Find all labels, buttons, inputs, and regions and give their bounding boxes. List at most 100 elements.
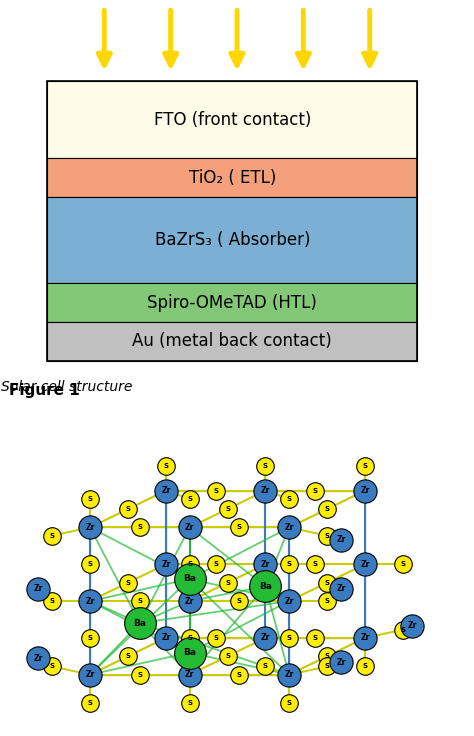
Point xyxy=(285,669,293,681)
Point xyxy=(86,632,94,644)
Text: S: S xyxy=(187,496,192,502)
Text: S: S xyxy=(363,463,367,469)
Point xyxy=(136,595,144,607)
Text: Zr: Zr xyxy=(284,670,294,679)
Point xyxy=(262,632,269,644)
Bar xyxy=(47,158,417,197)
Point xyxy=(136,522,144,534)
Text: S: S xyxy=(88,700,92,707)
Text: Zr: Zr xyxy=(360,634,370,643)
Point xyxy=(361,460,369,472)
Text: Zr: Zr xyxy=(261,486,270,495)
Point xyxy=(136,618,144,629)
Text: Zr: Zr xyxy=(33,654,43,663)
Point xyxy=(337,657,345,668)
Bar xyxy=(47,197,417,283)
Point xyxy=(86,669,94,681)
Text: Ba: Ba xyxy=(183,575,196,584)
Text: S: S xyxy=(313,635,318,641)
Text: S: S xyxy=(401,562,405,567)
Text: Zr: Zr xyxy=(337,584,346,593)
Text: S: S xyxy=(363,663,367,670)
Text: S: S xyxy=(88,562,92,567)
Point xyxy=(124,503,132,515)
Text: Zr: Zr xyxy=(284,523,294,532)
Bar xyxy=(47,283,417,322)
Point xyxy=(311,485,319,497)
Point xyxy=(323,651,331,662)
Point xyxy=(337,534,345,545)
Point xyxy=(262,581,269,592)
Text: S: S xyxy=(225,654,230,659)
Text: S: S xyxy=(325,580,329,586)
Bar xyxy=(47,81,417,158)
Point xyxy=(409,620,416,631)
Text: BaZrS₃ ( Absorber): BaZrS₃ ( Absorber) xyxy=(155,231,310,250)
Text: Zr: Zr xyxy=(161,486,171,495)
Text: S: S xyxy=(187,635,192,641)
Text: Zr: Zr xyxy=(185,597,194,606)
Text: TiO₂ ( ETL): TiO₂ ( ETL) xyxy=(189,169,276,187)
Text: Ba: Ba xyxy=(183,648,196,657)
Point xyxy=(399,559,407,570)
Point xyxy=(212,632,219,644)
Text: S: S xyxy=(237,525,242,531)
Point xyxy=(224,577,231,589)
Text: S: S xyxy=(213,488,218,494)
Point xyxy=(34,583,42,595)
Text: S: S xyxy=(287,635,292,641)
Bar xyxy=(47,81,417,361)
Point xyxy=(48,530,56,542)
Point xyxy=(285,698,293,710)
Text: S: S xyxy=(164,463,168,469)
Point xyxy=(236,669,243,681)
Text: Zr: Zr xyxy=(85,670,95,679)
Point xyxy=(323,577,331,589)
Point xyxy=(186,522,193,534)
Point xyxy=(361,661,369,673)
Text: S: S xyxy=(50,533,55,539)
Point xyxy=(285,632,293,644)
Point xyxy=(186,632,193,644)
Point xyxy=(136,669,144,681)
Text: S: S xyxy=(325,598,329,604)
Point xyxy=(236,522,243,534)
Point xyxy=(48,661,56,673)
Point xyxy=(162,559,170,570)
Bar xyxy=(47,322,417,361)
Point xyxy=(285,595,293,607)
Point xyxy=(262,460,269,472)
Point xyxy=(236,595,243,607)
Text: Zr: Zr xyxy=(360,560,370,569)
Text: S: S xyxy=(313,562,318,567)
Text: Zr: Zr xyxy=(337,658,346,667)
Point xyxy=(162,460,170,472)
Text: S: S xyxy=(126,654,130,659)
Text: S: S xyxy=(237,598,242,604)
Point xyxy=(337,583,345,595)
Point xyxy=(186,647,193,659)
Point xyxy=(186,559,193,570)
Point xyxy=(86,559,94,570)
Text: S: S xyxy=(137,598,142,604)
Text: Ba: Ba xyxy=(133,619,146,628)
Point xyxy=(361,559,369,570)
Point xyxy=(323,595,331,607)
Point xyxy=(262,661,269,673)
Point xyxy=(361,485,369,497)
Point xyxy=(34,652,42,664)
Point xyxy=(323,661,331,673)
Point xyxy=(311,632,319,644)
Point xyxy=(224,503,231,515)
Text: S: S xyxy=(88,496,92,502)
Text: Spiro-OMeTAD (HTL): Spiro-OMeTAD (HTL) xyxy=(147,294,317,311)
Text: S: S xyxy=(313,488,318,494)
Text: Zr: Zr xyxy=(261,560,270,569)
Text: S: S xyxy=(401,626,405,633)
Text: Solar cell structure: Solar cell structure xyxy=(1,381,132,394)
Point xyxy=(186,669,193,681)
Text: Zr: Zr xyxy=(408,621,417,630)
Point xyxy=(124,651,132,662)
Text: S: S xyxy=(126,580,130,586)
Text: S: S xyxy=(287,496,292,502)
